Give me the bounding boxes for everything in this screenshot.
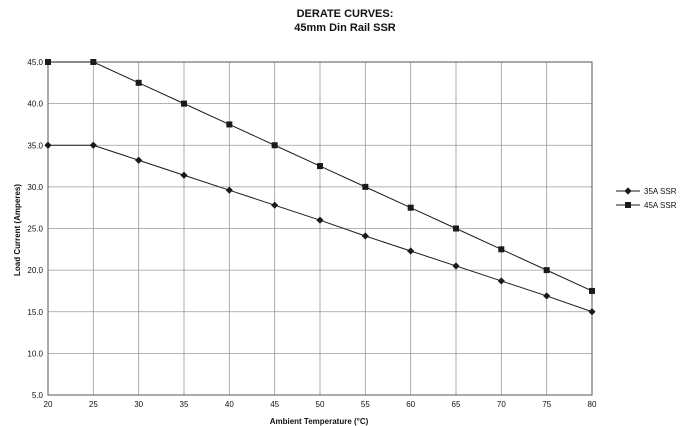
grid-lines bbox=[47, 61, 593, 396]
x-tick-label: 35 bbox=[180, 400, 189, 409]
data-point bbox=[226, 121, 233, 128]
data-point bbox=[361, 232, 369, 240]
y-tick-label: 15.0 bbox=[27, 308, 43, 317]
series-1 bbox=[44, 141, 596, 316]
chart-title: DERATE CURVES: bbox=[297, 8, 394, 20]
x-tick-label: 45 bbox=[270, 400, 279, 409]
series-2 bbox=[45, 59, 595, 294]
x-tick-label: 75 bbox=[542, 400, 551, 409]
x-tick-label: 20 bbox=[44, 400, 53, 409]
y-tick-label: 45.0 bbox=[27, 58, 43, 67]
data-point bbox=[362, 183, 369, 190]
y-tick-label: 20.0 bbox=[27, 266, 43, 275]
y-axis-label: Load Current (Amperes) bbox=[13, 184, 22, 276]
x-tick-label: 65 bbox=[452, 400, 461, 409]
y-tick-label: 10.0 bbox=[27, 349, 43, 358]
legend: 35A SSR 45A SSR bbox=[616, 187, 677, 210]
x-tick-label: 25 bbox=[89, 400, 98, 409]
x-tick-label: 55 bbox=[361, 400, 370, 409]
data-point bbox=[271, 142, 278, 149]
x-tick-label: 80 bbox=[588, 400, 597, 409]
data-point bbox=[44, 141, 52, 149]
y-tick-label: 5.0 bbox=[32, 391, 44, 400]
data-point bbox=[407, 247, 415, 255]
x-tick-label: 30 bbox=[134, 400, 143, 409]
data-point bbox=[407, 204, 414, 211]
data-point bbox=[498, 246, 505, 253]
plot-frame bbox=[47, 61, 593, 396]
data-point bbox=[135, 79, 142, 86]
data-point bbox=[45, 59, 51, 65]
x-tick-label: 40 bbox=[225, 400, 234, 409]
legend-marker bbox=[624, 187, 632, 195]
y-tick-label: 25.0 bbox=[27, 225, 43, 234]
data-point bbox=[225, 186, 233, 194]
legend-label: 35A SSR bbox=[644, 187, 677, 196]
data-point bbox=[497, 277, 505, 285]
legend-label: 45A SSR bbox=[644, 201, 677, 210]
data-point bbox=[180, 171, 188, 179]
data-point bbox=[135, 156, 143, 164]
legend-marker bbox=[625, 202, 631, 208]
data-point bbox=[588, 308, 596, 316]
x-tick-label: 60 bbox=[406, 400, 415, 409]
data-point bbox=[89, 141, 97, 149]
data-point bbox=[90, 59, 97, 65]
data-point bbox=[271, 201, 279, 209]
data-point bbox=[181, 100, 187, 107]
y-tick-label: 30.0 bbox=[27, 183, 43, 192]
data-point bbox=[543, 292, 551, 300]
chart-subtitle: 45mm Din Rail SSR bbox=[294, 22, 396, 34]
data-point bbox=[589, 287, 595, 294]
tick-labels: 20 25 30 35 40 45 50 55 60 65 70 75 80 45.0 40.0 35.0 30… bbox=[27, 58, 597, 409]
data-point bbox=[452, 262, 460, 270]
y-tick-label: 40.0 bbox=[27, 100, 43, 109]
data-point bbox=[317, 163, 323, 170]
data-point bbox=[543, 267, 550, 274]
legend-entry: 45A SSR bbox=[616, 201, 677, 210]
series-layer bbox=[44, 59, 596, 316]
x-tick-label: 50 bbox=[316, 400, 325, 409]
data-point bbox=[453, 225, 459, 232]
x-axis-label: Ambient Temperature (°C) bbox=[270, 417, 369, 426]
data-point bbox=[316, 216, 324, 224]
x-tick-label: 70 bbox=[497, 400, 506, 409]
y-tick-label: 35.0 bbox=[27, 141, 43, 150]
legend-entry: 35A SSR bbox=[616, 187, 677, 196]
